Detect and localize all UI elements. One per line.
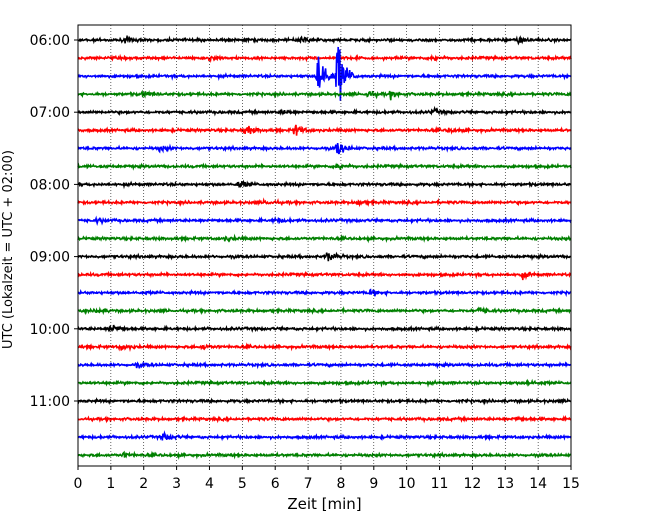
- x-tick-label: 5: [238, 476, 247, 492]
- trace-row: [77, 251, 572, 262]
- x-tick-label: 3: [172, 476, 181, 492]
- x-tick-label: 10: [398, 476, 416, 492]
- x-tick-label: 1: [106, 476, 115, 492]
- trace-row: [77, 414, 572, 424]
- y-tick-label: 06:00: [30, 33, 70, 49]
- y-tick-label: 10:00: [30, 322, 70, 338]
- x-axis-ticks: 0 1 2 3 4 5 6 7 8 9 10 11 12 13 14 15: [74, 466, 580, 492]
- trace-row: [77, 179, 572, 190]
- y-tick-label: 09:00: [30, 250, 70, 266]
- trace-row: [77, 324, 572, 333]
- trace-row: [77, 215, 572, 227]
- trace-row: [77, 53, 572, 64]
- plot-frame: [77, 24, 572, 467]
- x-tick-label: 4: [205, 476, 214, 492]
- trace-rows: [77, 34, 572, 460]
- trace-row: [77, 124, 572, 136]
- trace-row: [77, 34, 572, 46]
- trace-row: [77, 397, 572, 406]
- x-tick-label: 6: [271, 476, 280, 492]
- trace-row: [77, 305, 572, 316]
- trace-row: [77, 142, 572, 155]
- trace-row: [77, 378, 572, 388]
- x-tick-label: 11: [431, 476, 449, 492]
- x-tick-label: 8: [336, 476, 345, 492]
- y-tick-label: 08:00: [30, 177, 70, 193]
- x-tick-label: 13: [496, 476, 514, 492]
- trace-row: [77, 430, 572, 442]
- x-tick-label: 14: [529, 476, 547, 492]
- x-tick-label: 2: [139, 476, 148, 492]
- trace-row: [77, 233, 572, 244]
- x-tick-label: 7: [304, 476, 313, 492]
- trace-row: [77, 288, 572, 298]
- trace-row: [77, 360, 572, 370]
- trace-row: [77, 162, 572, 171]
- y-tick-label: 07:00: [30, 105, 70, 121]
- trace-row: [77, 342, 572, 352]
- trace-row: [77, 450, 572, 460]
- y-axis-ticks: 06:00 07:00 08:00 09:00 10:00 11:00: [30, 33, 78, 410]
- trace-row: [77, 197, 572, 208]
- y-axis-label: UTC (Lokalzeit = UTC + 02:00): [1, 150, 16, 349]
- y-tick-label: 11:00: [30, 394, 70, 410]
- trace-row: [77, 105, 572, 117]
- x-tick-label: 9: [369, 476, 378, 492]
- x-tick-label: 0: [74, 476, 83, 492]
- trace-row: [77, 270, 572, 281]
- trace-row: [77, 89, 572, 101]
- x-tick-label: 12: [463, 476, 481, 492]
- x-axis-label: Zeit [min]: [287, 495, 361, 513]
- x-tick-label: 15: [562, 476, 580, 492]
- trace-row: [77, 46, 572, 101]
